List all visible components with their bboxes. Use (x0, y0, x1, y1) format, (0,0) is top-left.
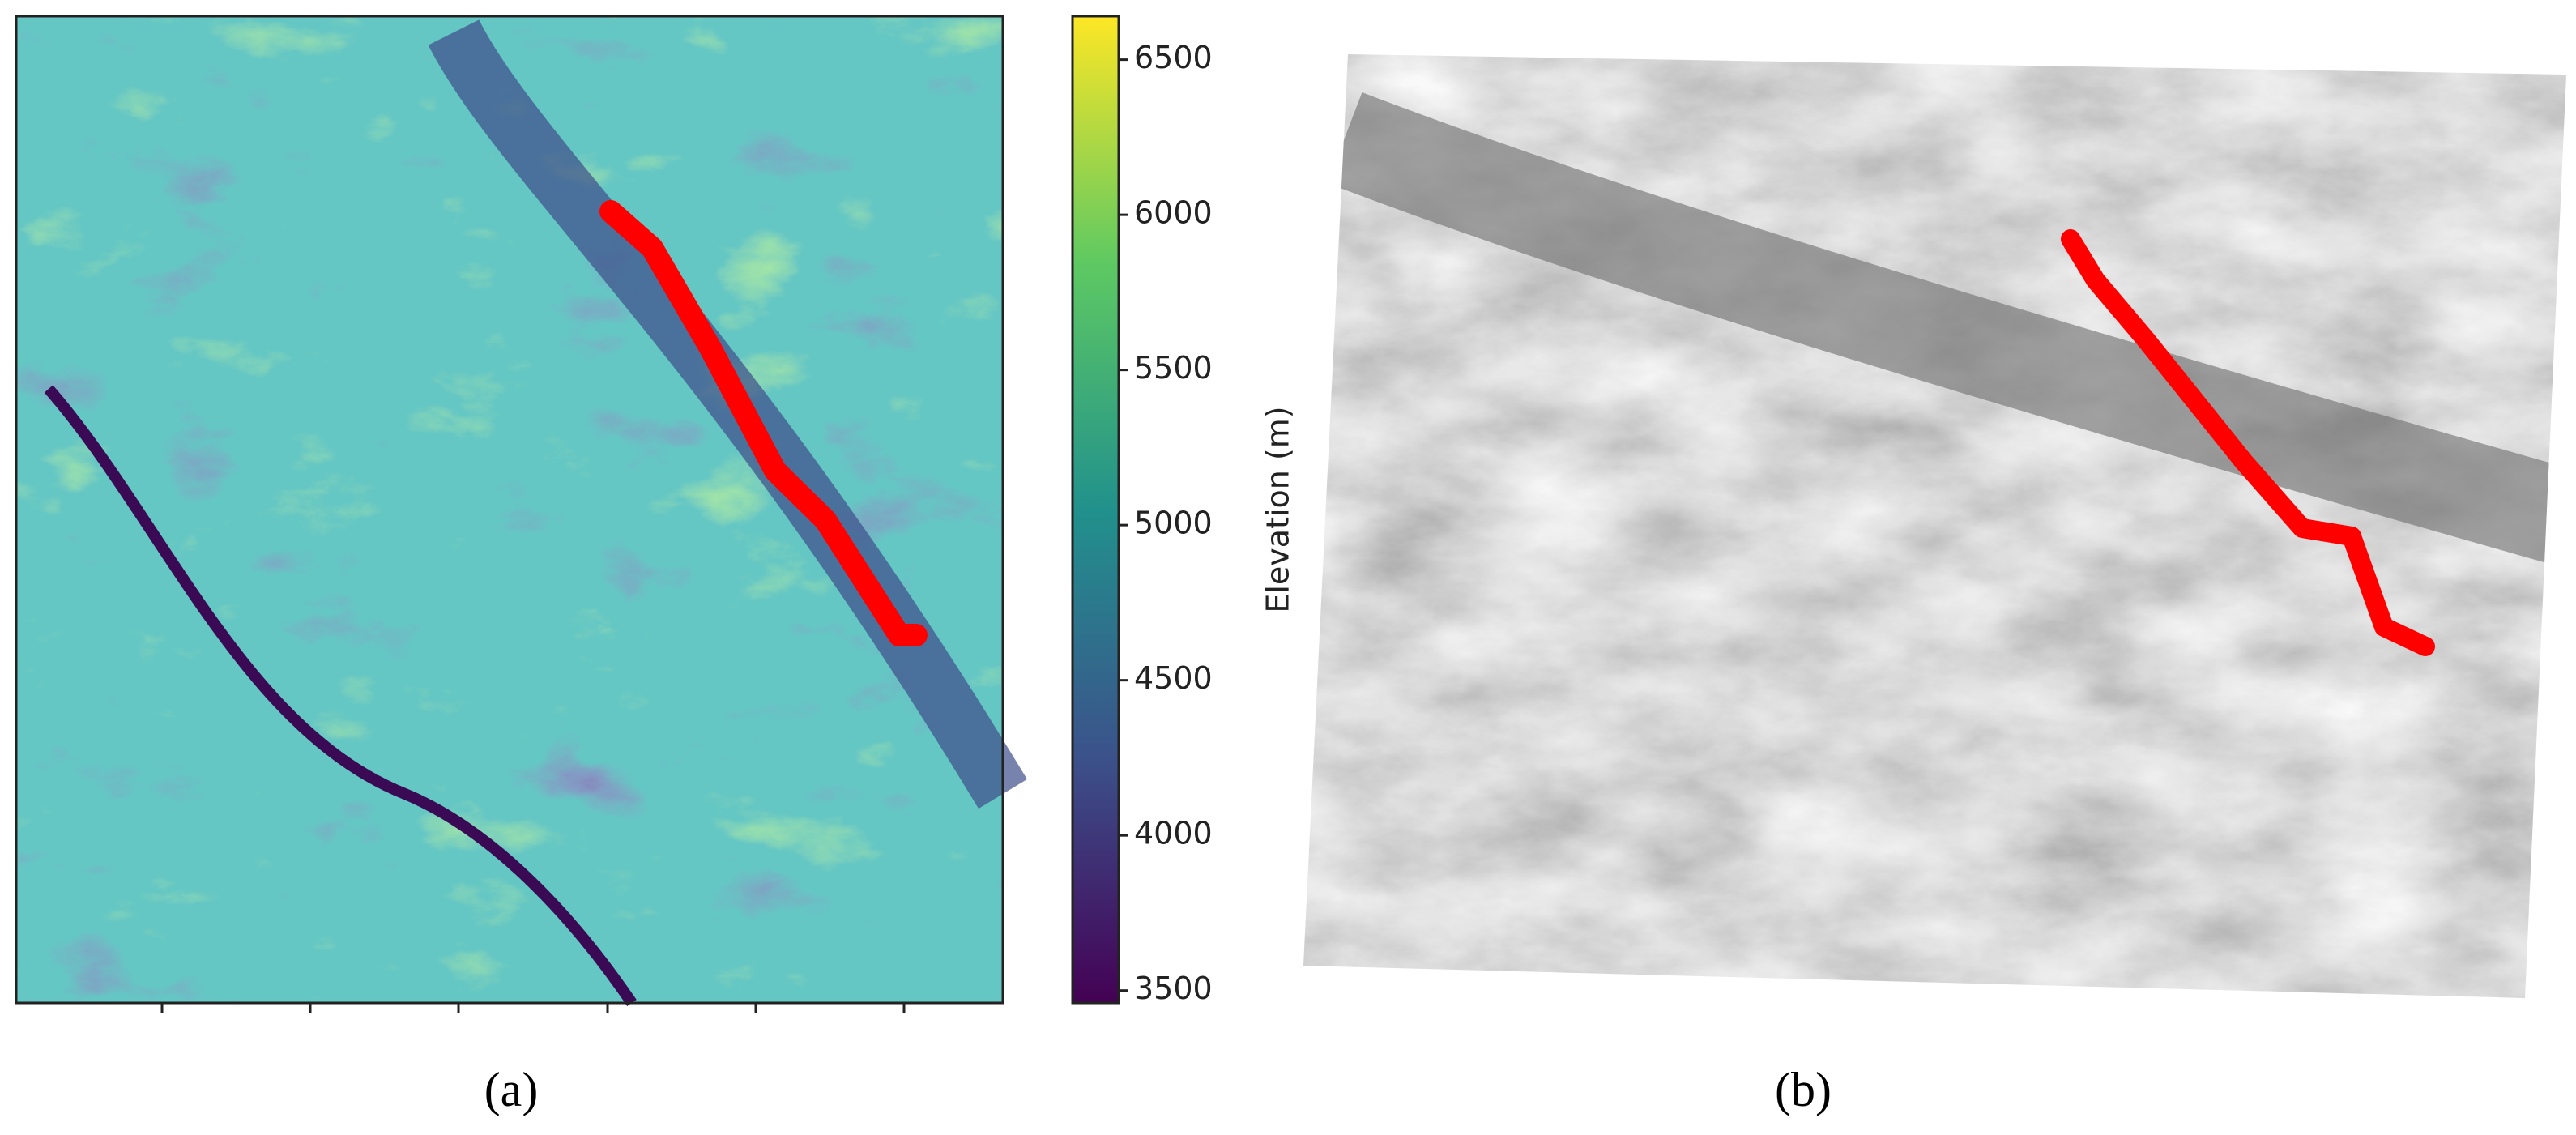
colorbar-tick-label: 6500 (1134, 40, 1213, 75)
colorbar-label: Elevation (m) (1260, 406, 1296, 612)
panel-label: (a) (484, 1063, 539, 1116)
colorbar (1071, 15, 1120, 1005)
route-3d (2061, 229, 2435, 656)
colorbar-tick-label: 3500 (1134, 971, 1213, 1006)
terrain-3d (1303, 54, 2566, 998)
colorbar-tick-label: 4000 (1134, 816, 1213, 851)
colorbar-tick-label: 5500 (1134, 350, 1213, 386)
colorbar-tick-label: 5000 (1134, 506, 1213, 541)
panel-label: (b) (1775, 1063, 1832, 1116)
map-frame (15, 15, 1004, 1005)
river (44, 385, 637, 1006)
colorbar-ticks: 3500 4000 4500 5000 5500 6000 6500 (1119, 40, 1213, 1006)
map-ticks (160, 1003, 906, 1013)
route (599, 200, 928, 646)
colorbar-tick-label: 6000 (1134, 195, 1213, 231)
colorbar-tick-label: 4500 (1134, 660, 1213, 696)
